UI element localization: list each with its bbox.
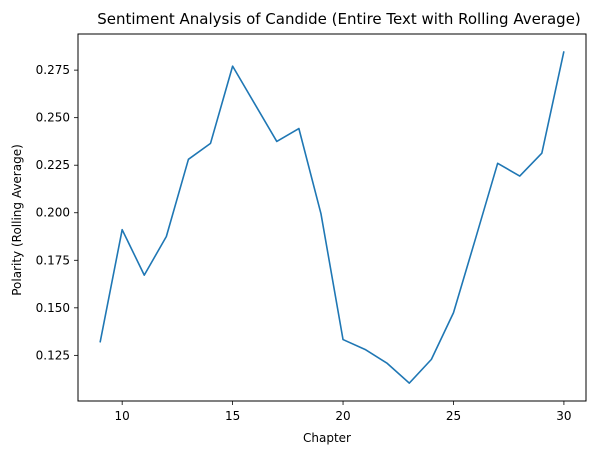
plot-frame	[77, 33, 587, 402]
x-tick-label: 30	[556, 409, 571, 423]
x-axis-label: Chapter	[303, 431, 351, 445]
y-tick-label: 0.225	[36, 158, 70, 172]
x-tick-label: 10	[115, 409, 130, 423]
y-axis-ticks: 0.125 0.150 0.175 0.200 0.225 0.250 0.275	[36, 63, 78, 362]
x-axis-ticks: 10 15 20 25 30	[115, 401, 572, 423]
y-tick-label: 0.250	[36, 111, 70, 125]
chart-title: Sentiment Analysis of Candide (Entire Te…	[97, 10, 581, 28]
series-line	[99, 51, 565, 384]
y-tick-label: 0.125	[36, 348, 70, 362]
x-tick-label: 20	[335, 409, 350, 423]
x-tick-label: 25	[446, 409, 461, 423]
y-axis-label: Polarity (Rolling Average)	[10, 144, 24, 296]
x-tick-label: 15	[225, 409, 240, 423]
y-tick-label: 0.275	[36, 63, 70, 77]
y-tick-label: 0.150	[36, 301, 70, 315]
y-tick-label: 0.175	[36, 253, 70, 267]
y-tick-label: 0.200	[36, 206, 70, 220]
